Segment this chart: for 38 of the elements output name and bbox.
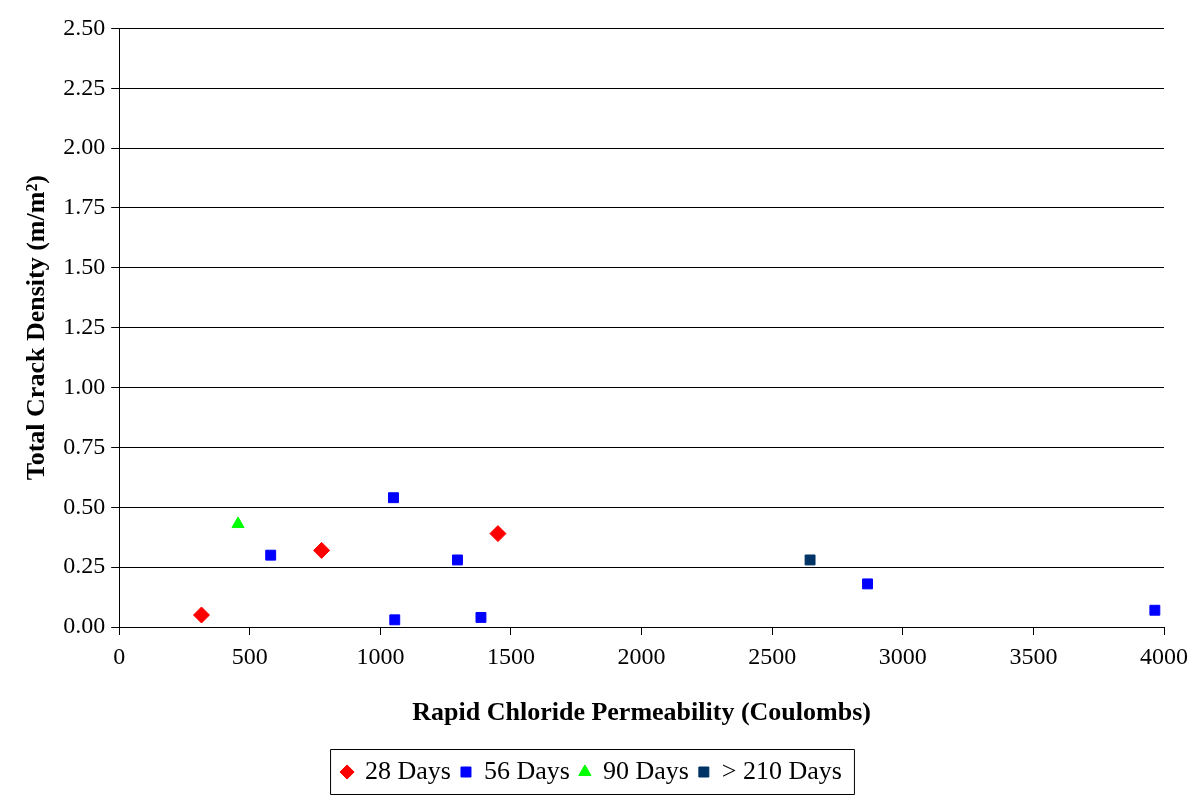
y-tick-label: 1.75 xyxy=(63,193,106,220)
y-tick-label: 0.75 xyxy=(63,432,106,459)
y-tick-label: 2.25 xyxy=(63,73,106,100)
x-tick-label: 4000 xyxy=(1140,642,1188,669)
point xyxy=(475,611,487,623)
legend-label: 90 Days xyxy=(602,755,689,785)
point xyxy=(265,549,277,561)
x-tick-label: 500 xyxy=(231,642,268,669)
x-axis-title: Rapid Chloride Permeability (Coulombs) xyxy=(412,697,871,727)
point xyxy=(313,541,331,559)
x-tick-label: 3000 xyxy=(878,642,927,669)
y-tick-label: 2.00 xyxy=(63,133,106,160)
point xyxy=(452,554,463,566)
legend-label: 56 Days xyxy=(483,755,570,785)
x-tick-label: 1000 xyxy=(356,642,405,669)
y-tick-label: 0.00 xyxy=(63,612,106,639)
x-tick-label: 3500 xyxy=(1009,642,1058,669)
point xyxy=(489,525,507,543)
y-tick-label: 1.25 xyxy=(63,313,106,339)
point xyxy=(389,614,401,626)
y-axis-title: Total Crack Density (m/m²) xyxy=(21,175,51,481)
point xyxy=(862,578,873,590)
y-tick-label: 1.50 xyxy=(63,253,106,280)
point xyxy=(388,492,399,504)
point xyxy=(192,606,210,624)
point xyxy=(1149,604,1161,616)
x-tick-label: 2500 xyxy=(748,642,797,669)
x-tick-label: 1500 xyxy=(487,642,535,669)
point xyxy=(804,554,816,566)
y-tick-label: 1.00 xyxy=(63,372,106,399)
x-tick-label: 0 xyxy=(113,642,126,669)
x-tick-label: 2000 xyxy=(617,642,666,669)
y-tick-label: 0.25 xyxy=(63,552,106,579)
legend-label: > 210 Days xyxy=(721,755,842,785)
point xyxy=(231,516,245,529)
y-tick-label: 2.50 xyxy=(63,13,106,40)
legend-label: 28 Days xyxy=(365,755,451,785)
y-tick-label: 0.50 xyxy=(63,492,106,519)
